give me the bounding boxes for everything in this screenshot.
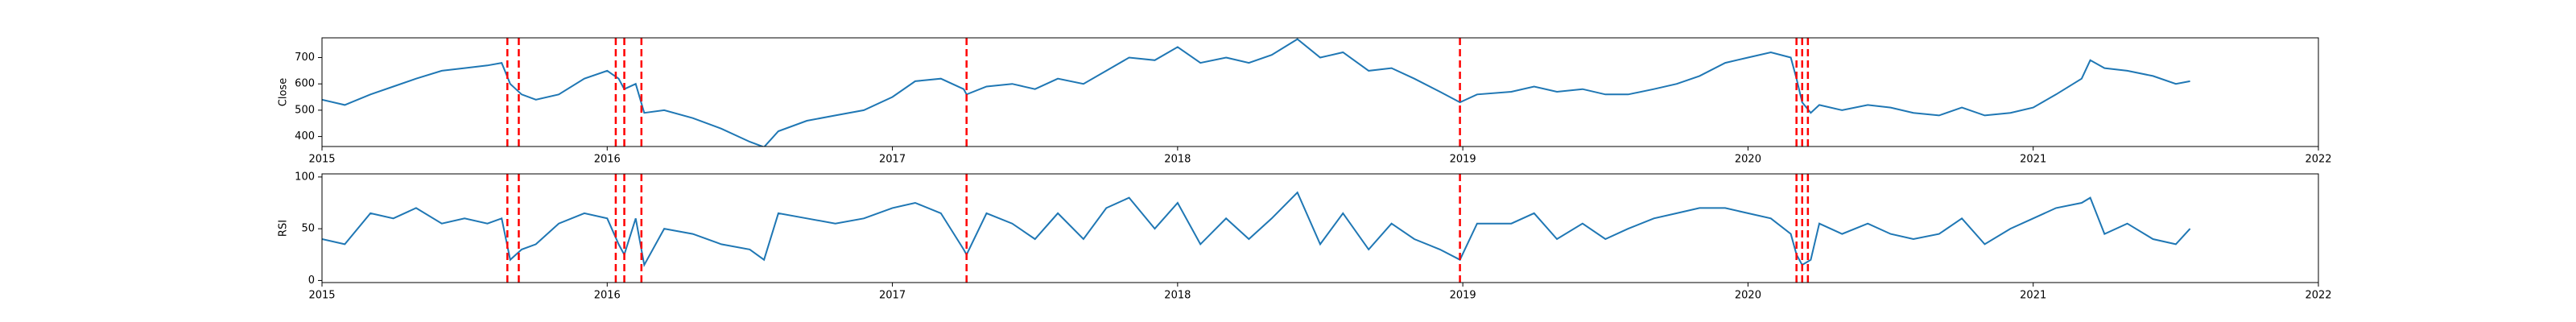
x-tick-label: 2020 bbox=[1735, 154, 1761, 166]
y-tick-label: 500 bbox=[295, 104, 315, 116]
y-tick-label: 0 bbox=[308, 275, 315, 287]
axes-frame bbox=[321, 37, 2319, 147]
x-tick-label: 2020 bbox=[1735, 290, 1761, 302]
y-tick-label: 400 bbox=[295, 130, 315, 142]
x-tick-label: 2021 bbox=[2020, 154, 2046, 166]
x-tick-label: 2015 bbox=[308, 290, 335, 302]
x-tick-label: 2018 bbox=[1164, 154, 1191, 166]
y-tick-label: 600 bbox=[295, 78, 315, 90]
axes-frame bbox=[321, 173, 2319, 283]
line bbox=[322, 38, 2190, 147]
x-tick-label: 2022 bbox=[2305, 290, 2331, 302]
x-tick-label: 2021 bbox=[2020, 290, 2046, 302]
y-tick-label: 700 bbox=[295, 52, 315, 64]
line bbox=[322, 191, 2191, 268]
x-tick-label: 2016 bbox=[594, 154, 621, 166]
y-axis-label: Close bbox=[278, 78, 290, 106]
x-tick-label: 2019 bbox=[1450, 290, 1476, 302]
y-axis-label: RSI bbox=[278, 220, 290, 237]
x-tick-label: 2017 bbox=[879, 290, 906, 302]
x-tick-label: 2022 bbox=[2305, 154, 2331, 166]
y-tick-label: 100 bbox=[295, 171, 315, 183]
y-tick-label: 50 bbox=[301, 223, 315, 235]
x-tick-label: 2015 bbox=[308, 154, 335, 166]
x-tick-label: 2016 bbox=[594, 290, 621, 302]
x-tick-label: 2019 bbox=[1450, 154, 1476, 166]
x-tick-label: 2018 bbox=[1164, 290, 1191, 302]
x-tick-label: 2017 bbox=[879, 154, 906, 166]
